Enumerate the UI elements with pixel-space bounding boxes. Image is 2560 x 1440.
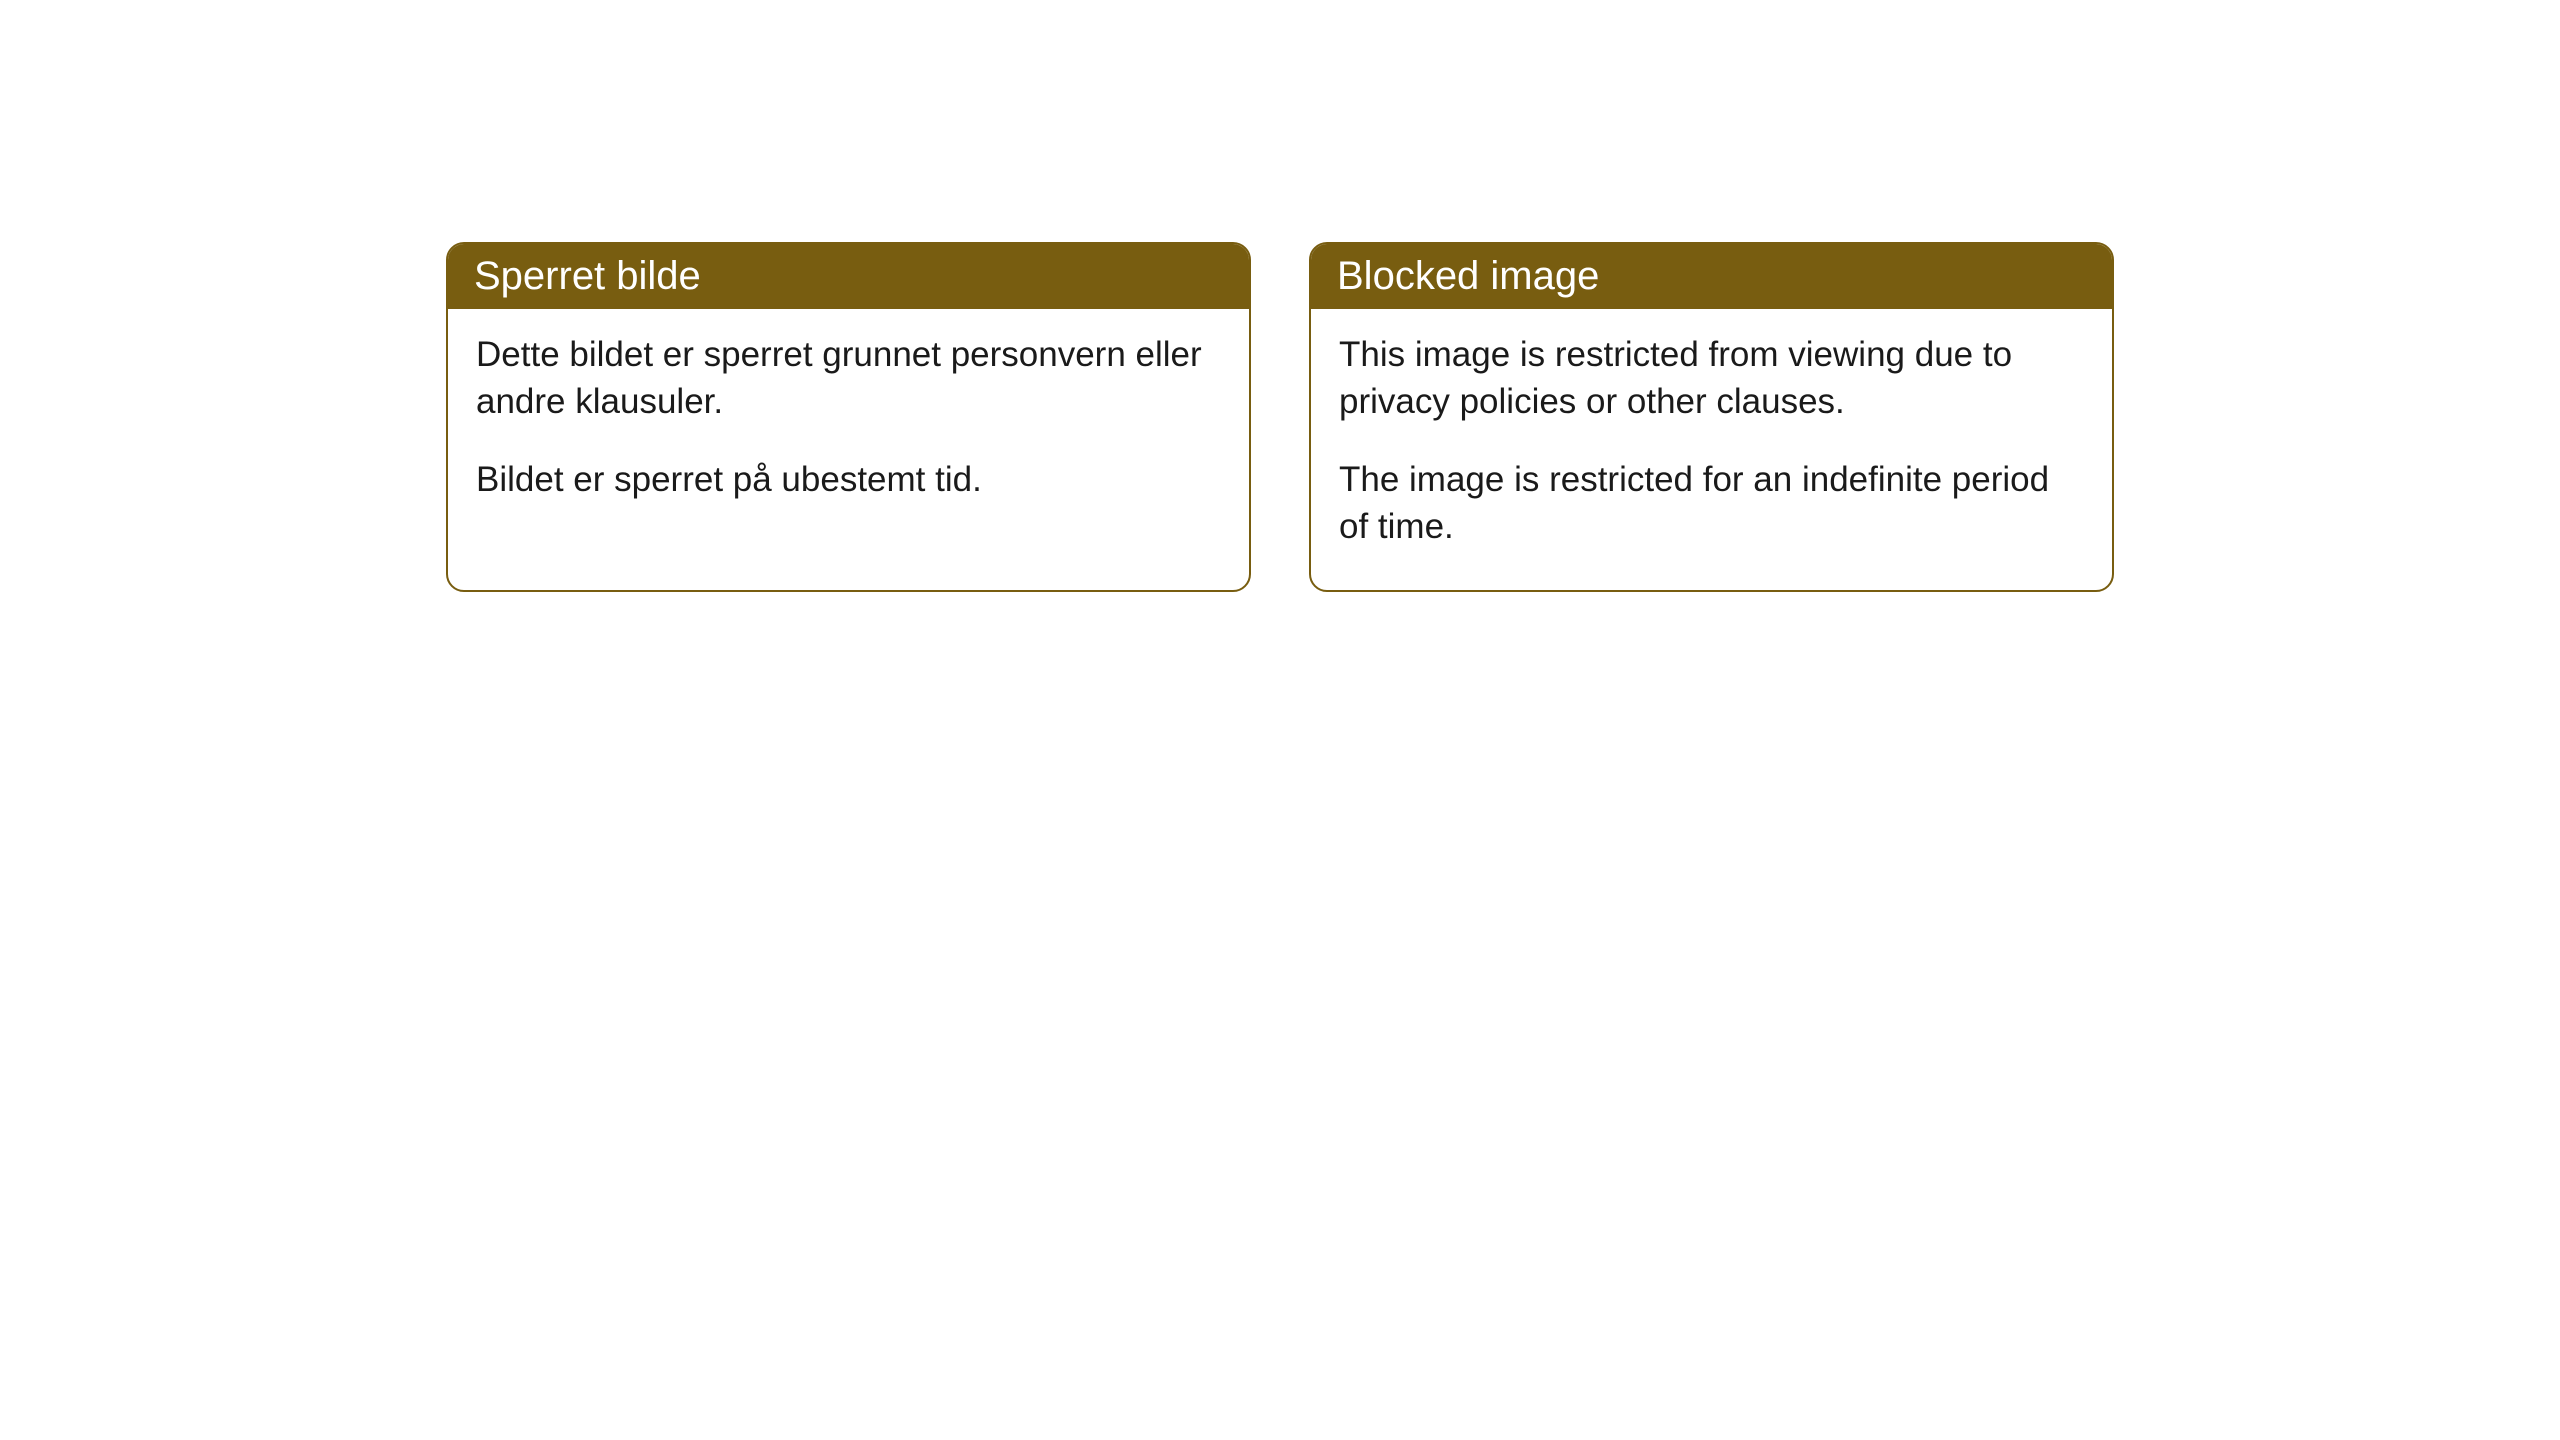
card-body-norwegian: Dette bildet er sperret grunnet personve… <box>448 309 1249 543</box>
card-header-norwegian: Sperret bilde <box>448 244 1249 309</box>
card-paragraph-1: Dette bildet er sperret grunnet personve… <box>476 331 1221 426</box>
card-title: Sperret bilde <box>474 254 701 298</box>
blocked-image-card-english: Blocked image This image is restricted f… <box>1309 242 2114 592</box>
card-paragraph-2: Bildet er sperret på ubestemt tid. <box>476 456 1221 503</box>
card-header-english: Blocked image <box>1311 244 2112 309</box>
card-paragraph-1: This image is restricted from viewing du… <box>1339 331 2084 426</box>
blocked-image-card-norwegian: Sperret bilde Dette bildet er sperret gr… <box>446 242 1251 592</box>
card-body-english: This image is restricted from viewing du… <box>1311 309 2112 590</box>
card-paragraph-2: The image is restricted for an indefinit… <box>1339 456 2084 551</box>
notice-cards-container: Sperret bilde Dette bildet er sperret gr… <box>446 242 2114 592</box>
card-title: Blocked image <box>1337 254 1599 298</box>
